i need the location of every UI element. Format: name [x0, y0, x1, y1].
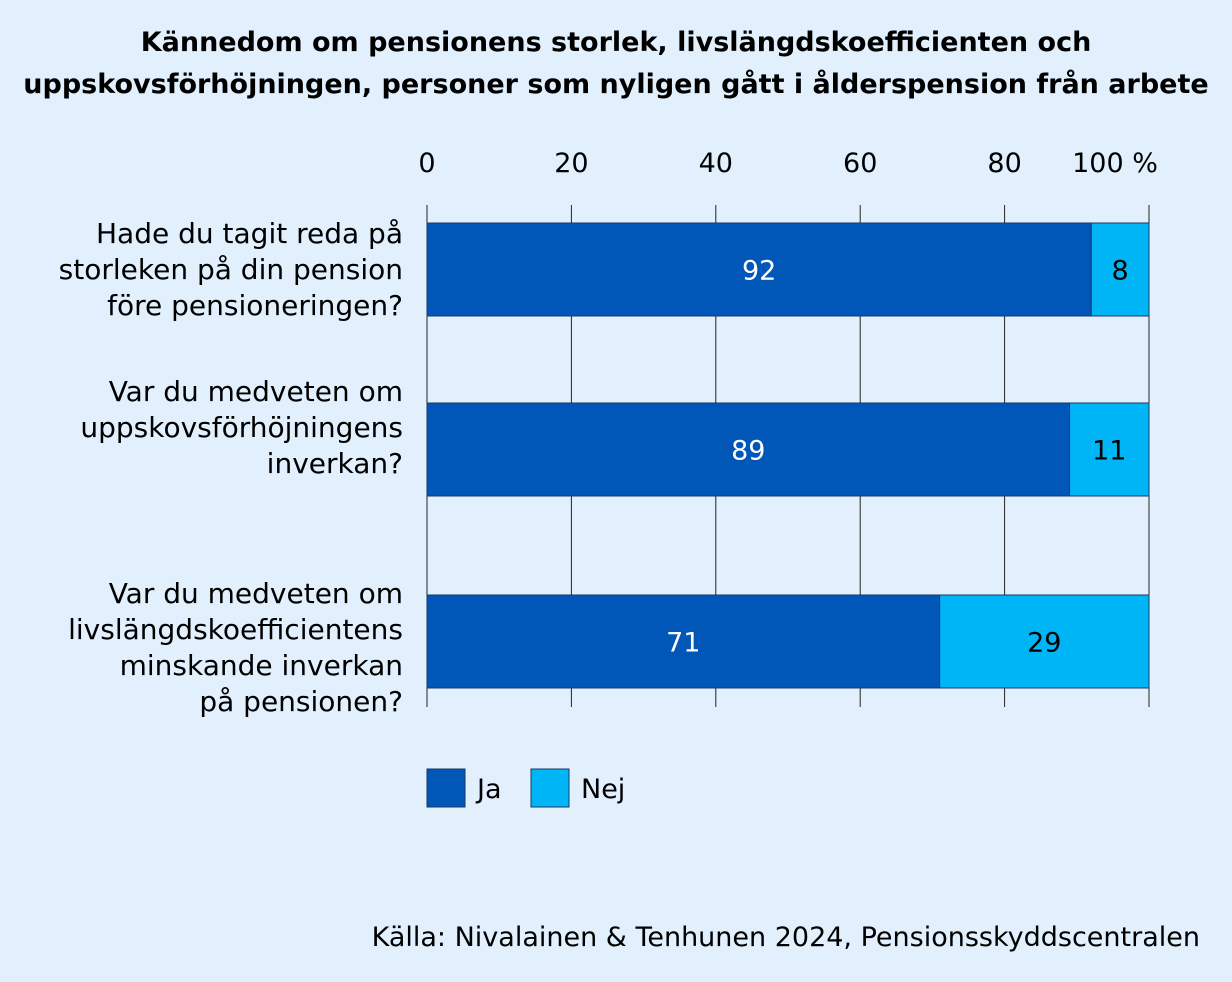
- category-label: uppskovsförhöjningens: [80, 411, 403, 444]
- source-note: Källa: Nivalainen & Tenhunen 2024, Pensi…: [371, 922, 1200, 953]
- chart-title-line-1: Kännedom om pensionens storlek, livsläng…: [140, 27, 1092, 58]
- x-tick-label: 40: [699, 148, 733, 179]
- bar-value-label: 89: [731, 436, 765, 467]
- legend-swatch-nej: [530, 768, 570, 808]
- bar-value-label: 29: [1027, 628, 1061, 659]
- bar-nej-2: [1069, 402, 1150, 497]
- x-tick-label: 60: [843, 148, 877, 179]
- chart-title: Kännedom om pensionens storlek, livsläng…: [0, 22, 1232, 106]
- category-label: Var du medveten om: [109, 577, 403, 610]
- category-label: på pensionen?: [199, 685, 403, 718]
- chart-title-line-2: uppskovsförhöjningen, personer som nylig…: [23, 69, 1209, 100]
- category-label: Var du medveten om: [109, 375, 403, 408]
- bar-ja-3: [426, 594, 941, 689]
- category-label: minskande inverkan: [120, 649, 403, 682]
- bar-ja-2: [426, 402, 1071, 497]
- x-tick-label: 80: [987, 148, 1021, 179]
- bar-nej-1: [1090, 222, 1150, 317]
- category-label: inverkan?: [267, 447, 403, 480]
- category-label: Hade du tagit reda på: [96, 217, 403, 250]
- x-tick-label: 20: [554, 148, 588, 179]
- bar-chart: 0 20 40 60 80 100 % 92 8 Hade du tagit reda påst…: [59, 148, 1158, 808]
- bar-ja-1: [426, 222, 1092, 317]
- bar-value-label: 92: [742, 256, 776, 287]
- category-label: livslängdskoefficientens: [68, 613, 403, 646]
- category-label: före pensioneringen?: [107, 289, 403, 322]
- bar-value-label: 8: [1112, 256, 1129, 287]
- legend-swatch-ja: [426, 768, 466, 808]
- category-label: storleken på din pension: [59, 253, 403, 286]
- bar-value-label: 71: [666, 628, 700, 659]
- bar-nej-3: [939, 594, 1150, 689]
- x-tick-label: 0: [418, 148, 435, 179]
- legend-label: Ja: [475, 774, 502, 805]
- x-tick-label: 100 %: [1072, 148, 1158, 179]
- legend-label: Nej: [581, 774, 625, 805]
- bar-value-label: 11: [1092, 436, 1126, 467]
